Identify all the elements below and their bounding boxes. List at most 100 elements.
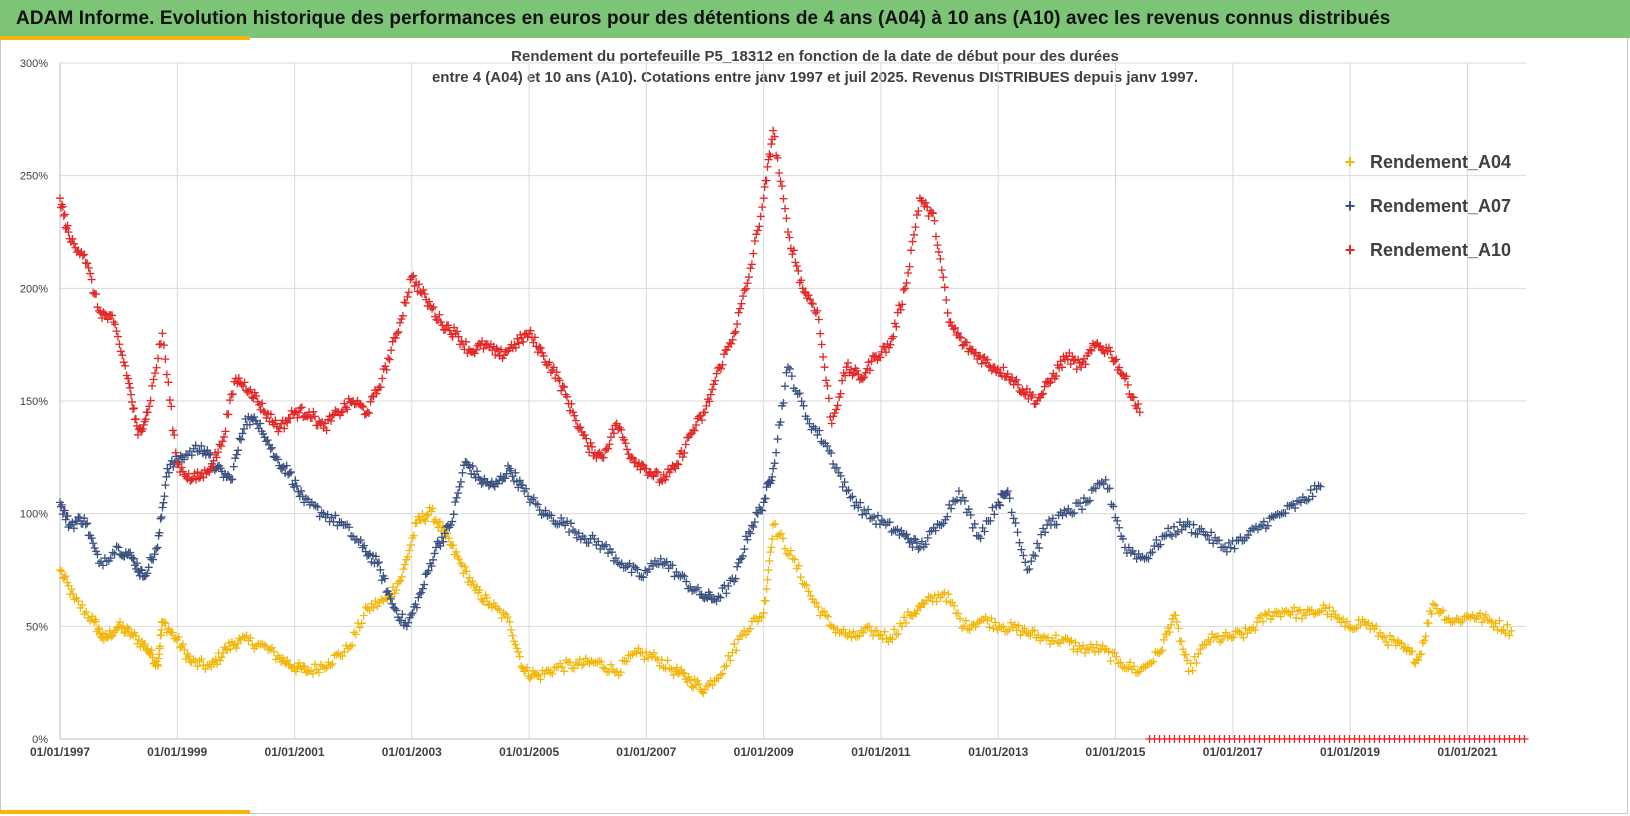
x-tick-label: 01/01/2011 <box>851 745 911 759</box>
x-tick-label: 01/01/2019 <box>1320 745 1380 759</box>
point-rendement_a04 <box>1020 624 1029 633</box>
point-rendement_a04 <box>722 661 731 670</box>
point-rendement_a10 <box>678 453 687 462</box>
point-rendement_a07 <box>360 541 369 550</box>
point-rendement_a07 <box>939 519 948 528</box>
legend-item-a10: + Rendement_A10 <box>1340 228 1511 272</box>
point-rendement_a07 <box>1193 530 1202 539</box>
point-rendement_a04 <box>981 612 990 621</box>
point-rendement_a04 <box>732 646 741 655</box>
point-rendement_a10 <box>1069 356 1078 365</box>
point-rendement_a07 <box>81 520 90 529</box>
point-rendement_a07 <box>98 561 107 570</box>
chart-title-line-2: entre 4 (A04) et 10 ans (A10). Cotations… <box>431 69 1199 86</box>
point-rendement_a07 <box>1060 506 1069 515</box>
point-rendement_a10 <box>1110 356 1119 365</box>
point-rendement_a04 <box>1292 613 1301 622</box>
point-rendement_a04 <box>546 668 555 677</box>
legend-marker-a10: + <box>1344 240 1356 260</box>
point-rendement_a10 <box>392 329 401 338</box>
point-rendement_a10 <box>514 339 523 348</box>
point-rendement_a04 <box>1485 616 1494 625</box>
point-rendement_a04 <box>695 680 704 689</box>
point-rendement_a07 <box>371 552 380 561</box>
point-rendement_a04 <box>566 658 575 667</box>
point-rendement_a10 <box>83 259 92 268</box>
point-rendement_a04 <box>533 670 542 679</box>
point-rendement_a04 <box>872 626 881 635</box>
point-rendement_a04 <box>260 640 269 649</box>
point-rendement_a07 <box>678 571 687 580</box>
point-rendement_a04 <box>1417 650 1426 659</box>
point-rendement_a04 <box>973 619 982 628</box>
point-rendement_a04 <box>680 669 689 678</box>
point-rendement_a07 <box>868 513 877 522</box>
point-rendement_a10 <box>63 221 72 230</box>
point-rendement_a04 <box>159 618 168 627</box>
point-rendement_a07 <box>877 516 886 525</box>
point-rendement_a10 <box>620 435 629 444</box>
point-rendement_a10 <box>266 410 275 419</box>
point-rendement_a07 <box>256 419 265 428</box>
point-rendement_a04 <box>767 543 776 552</box>
point-rendement_a10 <box>340 399 349 408</box>
point-rendement_a10 <box>80 250 89 259</box>
point-rendement_a10 <box>171 448 180 457</box>
point-rendement_a04 <box>332 650 341 659</box>
point-rendement_a04 <box>1116 658 1125 667</box>
point-rendement_a07 <box>235 434 244 443</box>
point-rendement_a04 <box>86 616 95 625</box>
point-rendement_a10 <box>835 393 844 402</box>
point-rendement_a10 <box>152 363 161 372</box>
point-rendement_a04 <box>1333 614 1342 623</box>
point-rendement_a04 <box>612 667 621 676</box>
point-rendement_a04 <box>1229 633 1238 642</box>
page-title: ADAM Informe. Evolution historique des p… <box>16 8 1391 29</box>
point-rendement_a10 <box>739 292 748 301</box>
point-rendement_a10 <box>734 308 743 317</box>
point-rendement_a10 <box>239 382 248 391</box>
point-rendement_a04 <box>655 661 664 670</box>
y-tick-label: 50% <box>26 621 48 633</box>
point-rendement_a04 <box>397 572 406 581</box>
point-rendement_a10 <box>1123 380 1132 389</box>
point-rendement_a07 <box>722 589 731 598</box>
point-rendement_a07 <box>317 508 326 517</box>
point-rendement_a04 <box>197 655 206 664</box>
point-rendement_a10 <box>56 194 64 203</box>
point-rendement_a04 <box>1010 620 1019 629</box>
point-rendement_a07 <box>724 581 733 590</box>
point-rendement_a04 <box>1165 628 1174 637</box>
point-rendement_a04 <box>468 577 477 586</box>
point-rendement_a10 <box>946 318 955 327</box>
point-rendement_a10 <box>621 439 630 448</box>
point-rendement_a07 <box>112 542 121 551</box>
point-rendement_a04 <box>768 534 777 543</box>
point-rendement_a10 <box>908 237 917 246</box>
point-rendement_a10 <box>706 390 715 399</box>
point-rendement_a10 <box>912 210 921 219</box>
point-rendement_a10 <box>87 275 96 284</box>
point-rendement_a04 <box>1301 611 1310 620</box>
point-rendement_a04 <box>769 520 778 529</box>
point-rendement_a07 <box>621 563 630 572</box>
point-rendement_a10 <box>806 295 815 304</box>
point-rendement_a07 <box>951 497 960 506</box>
point-rendement_a07 <box>1078 505 1087 514</box>
point-rendement_a10 <box>170 431 179 440</box>
point-rendement_a04 <box>475 585 484 594</box>
legend-marker-a07: + <box>1344 196 1356 216</box>
point-rendement_a04 <box>765 556 774 565</box>
point-rendement_a07 <box>454 489 463 498</box>
point-rendement_a04 <box>763 575 772 584</box>
legend-item-a07: + Rendement_A07 <box>1340 184 1511 228</box>
point-rendement_a07 <box>132 559 141 568</box>
point-rendement_a10 <box>139 420 148 429</box>
point-rendement_a10 <box>934 247 943 256</box>
point-rendement_a10 <box>984 361 993 370</box>
point-rendement_a10 <box>904 268 913 277</box>
point-rendement_a07 <box>750 518 759 527</box>
point-rendement_a04 <box>560 667 569 676</box>
x-tick-label: 01/01/2007 <box>616 745 676 759</box>
point-rendement_a10 <box>221 427 230 436</box>
